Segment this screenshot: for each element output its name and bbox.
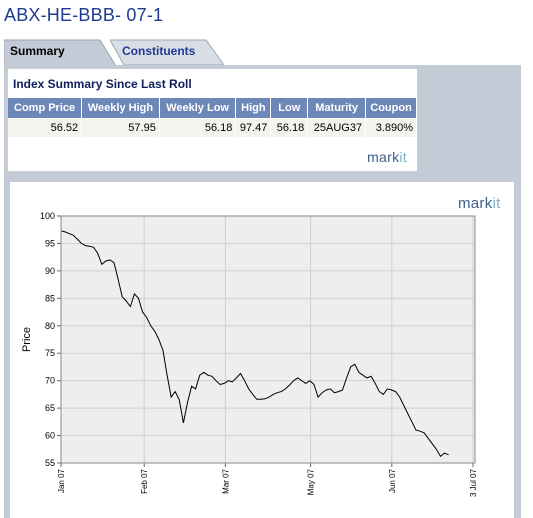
summary-header-row: Comp Price Weekly High Weekly Low High L… bbox=[8, 98, 417, 118]
tab-summary-shape bbox=[4, 39, 116, 66]
x-tick-label: May 07 bbox=[307, 468, 316, 495]
col-weekly-high: Weekly High bbox=[81, 98, 160, 118]
col-coupon: Coupon bbox=[365, 98, 417, 118]
col-comp-price: Comp Price bbox=[8, 98, 83, 118]
cell-weekly-high: 57.95 bbox=[81, 117, 160, 137]
y-tick-label: 70 bbox=[45, 376, 55, 386]
tab-constituents-shape bbox=[110, 39, 224, 66]
y-tick-label: 90 bbox=[45, 266, 55, 276]
x-tick-label: Jan 07 bbox=[57, 468, 66, 493]
y-tick-label: 65 bbox=[45, 403, 55, 413]
y-tick-label: 75 bbox=[45, 348, 55, 358]
table-row: 56.52 57.95 56.18 97.47 56.18 25AUG37 3.… bbox=[8, 117, 417, 137]
cell-weekly-low: 56.18 bbox=[159, 117, 237, 137]
y-axis-label: Price bbox=[21, 327, 33, 352]
tab-summary[interactable]: Summary bbox=[4, 39, 116, 66]
y-tick-label: 55 bbox=[45, 458, 55, 468]
summary-table: Comp Price Weekly High Weekly Low High L… bbox=[8, 98, 417, 137]
y-tick-label: 85 bbox=[45, 293, 55, 303]
cell-high: 97.47 bbox=[235, 117, 272, 137]
logo-mark: mark bbox=[367, 149, 400, 165]
col-low: Low bbox=[270, 98, 309, 118]
logo-it: it bbox=[399, 149, 407, 165]
tab-constituents-label: Constituents bbox=[122, 44, 196, 58]
x-tick-label: 3 Jul 07 bbox=[469, 468, 478, 497]
cell-comp-price: 56.52 bbox=[8, 117, 83, 137]
summary-box: Index Summary Since Last Roll Comp Price… bbox=[7, 68, 418, 172]
price-chart: 55 60 65 70 75 80 85 90 95 100 Jan 07 Feb 07 Mar 07 M… bbox=[21, 211, 478, 497]
col-maturity: Maturity bbox=[307, 98, 367, 118]
x-tick-label: Mar 07 bbox=[221, 468, 230, 493]
page-title: ABX-HE-BBB- 07-1 bbox=[4, 5, 164, 25]
summary-heading: Index Summary Since Last Roll bbox=[13, 77, 192, 91]
tab-constituents[interactable]: Constituents bbox=[110, 39, 224, 66]
y-tick-label: 60 bbox=[45, 431, 55, 441]
col-high: High bbox=[235, 98, 272, 118]
y-tick-label: 100 bbox=[40, 211, 55, 221]
chart-box: markit 55 60 65 70 75 80 85 90 95 100 Jan 07 Feb 07… bbox=[10, 182, 514, 518]
plot-area bbox=[60, 215, 476, 464]
plot-border bbox=[60, 215, 476, 464]
chart-logo-it: it bbox=[492, 195, 501, 212]
col-weekly-low: Weekly Low bbox=[159, 98, 237, 118]
y-tick-label: 95 bbox=[45, 238, 55, 248]
price-series-line bbox=[60, 230, 449, 458]
tab-summary-label: Summary bbox=[10, 44, 65, 58]
markit-logo: markit bbox=[367, 149, 407, 165]
x-tick-label: Feb 07 bbox=[140, 468, 149, 493]
markit-chart-logo: markit bbox=[458, 195, 501, 212]
cell-maturity: 25AUG37 bbox=[307, 117, 367, 137]
tab-bar: Summary Constituents bbox=[4, 39, 524, 66]
cell-low: 56.18 bbox=[270, 117, 309, 137]
cell-coupon: 3.890% bbox=[365, 117, 417, 137]
y-tick-label: 80 bbox=[45, 321, 55, 331]
x-tick-label: Jun 07 bbox=[388, 468, 397, 493]
chart-logo-mark: mark bbox=[458, 195, 493, 212]
